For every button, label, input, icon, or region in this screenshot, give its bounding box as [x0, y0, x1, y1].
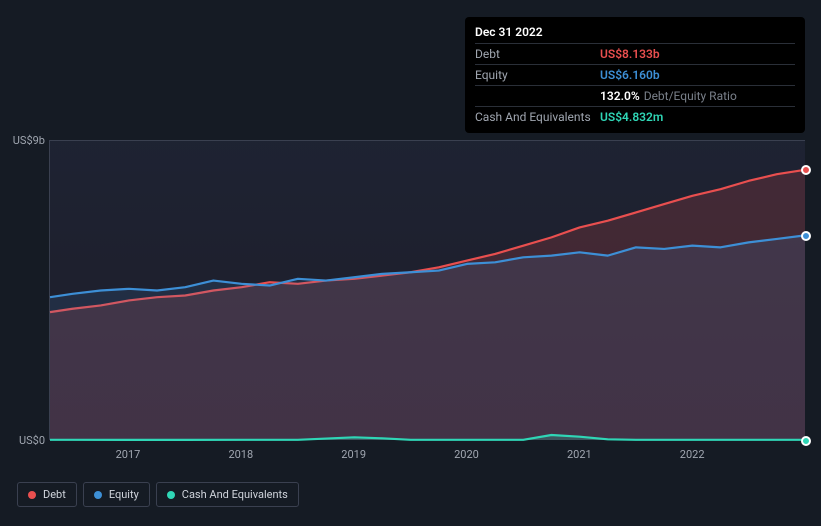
tooltip-row: Cash And EquivalentsUS$4.832m [475, 106, 795, 127]
legend-dot-icon [94, 491, 102, 499]
tooltip-label: Equity [475, 68, 600, 82]
chart-tooltip: Dec 31 2022 DebtUS$8.133bEquityUS$6.160b… [465, 17, 805, 133]
y-axis-label: US$9b [5, 134, 45, 147]
tooltip-label: Debt [475, 47, 600, 61]
debt-equity-chart: US$9bUS$0 201720182019202020212022 [17, 120, 805, 500]
series-marker [801, 231, 811, 241]
series-marker [801, 436, 811, 446]
tooltip-date: Dec 31 2022 [475, 25, 795, 43]
tooltip-value: US$4.832m [600, 110, 663, 124]
legend-item[interactable]: Debt [17, 482, 77, 507]
tooltip-value: US$6.160b [600, 68, 660, 82]
legend-item[interactable]: Cash And Equivalents [156, 482, 299, 507]
y-axis-label: US$0 [5, 434, 45, 447]
tooltip-row: DebtUS$8.133b [475, 43, 795, 64]
legend-dot-icon [167, 491, 175, 499]
legend-dot-icon [28, 491, 36, 499]
legend-label: Cash And Equivalents [182, 488, 288, 501]
series-area [50, 235, 805, 440]
series-marker [801, 165, 811, 175]
legend-label: Debt [43, 488, 66, 501]
legend: Debt Equity Cash And Equivalents [17, 482, 299, 507]
x-axis-label: 2019 [341, 448, 366, 461]
tooltip-label: Cash And Equivalents [475, 110, 600, 124]
plot-area[interactable] [49, 140, 805, 440]
x-axis-label: 2022 [680, 448, 705, 461]
tooltip-row: 132.0%Debt/Equity Ratio [475, 85, 795, 106]
tooltip-sublabel: Debt/Equity Ratio [644, 89, 737, 103]
tooltip-value: 132.0%Debt/Equity Ratio [600, 89, 737, 103]
tooltip-label [475, 89, 600, 103]
x-axis-label: 2021 [567, 448, 592, 461]
legend-label: Equity [109, 488, 139, 501]
x-axis-label: 2020 [454, 448, 479, 461]
tooltip-value: US$8.133b [600, 47, 660, 61]
x-axis-label: 2018 [228, 448, 253, 461]
x-axis-label: 2017 [116, 448, 141, 461]
x-axis: 2017 2018 2019 2020 2021 2022 [49, 448, 805, 466]
tooltip-row: EquityUS$6.160b [475, 64, 795, 85]
legend-item[interactable]: Equity [83, 482, 150, 507]
